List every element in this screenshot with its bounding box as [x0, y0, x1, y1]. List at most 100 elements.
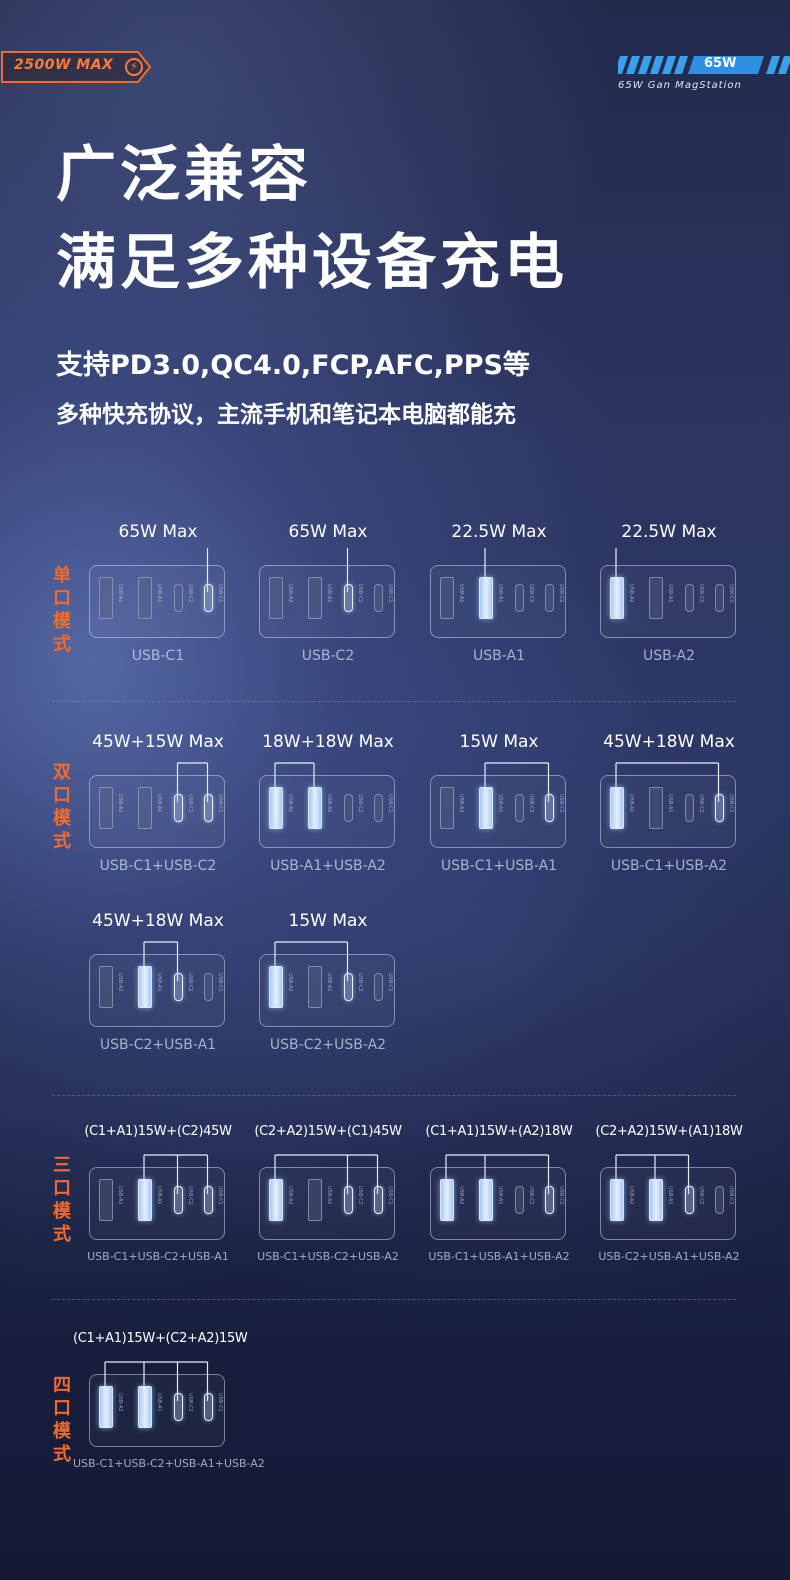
usb-c-port-c1: [715, 1186, 724, 1214]
usb-c-port-c1: [374, 973, 383, 1001]
usb-c-port-c1: [715, 584, 724, 612]
usb-a-port-a2: [610, 787, 624, 829]
port-label: USB-C1: [217, 584, 223, 603]
mode-label-quad: 四口模式: [53, 1375, 71, 1465]
usb-c-port-c1: [374, 1186, 383, 1214]
port-label: USB-A2: [117, 584, 123, 603]
port-label: USB-A2: [117, 1186, 123, 1205]
usb-c-port-c1: [204, 794, 213, 822]
port-label: USB-C2: [698, 584, 704, 603]
usb-a-port-a2: [440, 1179, 454, 1221]
usb-c-port-c2: [344, 794, 353, 822]
headline-line-1: 广泛兼容: [56, 140, 312, 210]
port-label: USB-C1: [558, 584, 564, 603]
port-mode-card: 65W Max USB-A2 USB-A1 USB-C2 USB-C1 USB-C2: [243, 522, 413, 682]
usb-c-port-c1: [545, 794, 554, 822]
usb-a-port-a1: [649, 787, 663, 829]
port-label: USB-C1: [217, 973, 223, 992]
section-divider: [52, 1095, 736, 1096]
usb-a-port-a2: [99, 577, 113, 619]
usb-c-port-c1: [374, 794, 383, 822]
port-label: USB-C2: [698, 794, 704, 813]
usb-c-port-c1: [204, 1186, 213, 1214]
port-label: USB-C1: [387, 973, 393, 992]
port-label: USB-A2: [117, 973, 123, 992]
port-label: USB-C1: [728, 794, 734, 813]
charger-face: USB-A2 USB-A1 USB-C2 USB-C1: [430, 775, 566, 848]
usb-c-port-c2: [174, 1186, 183, 1214]
mode-label-single: 单口模式: [53, 565, 71, 655]
port-label: USB-C1: [558, 1186, 564, 1205]
max-power-label: 45W+18W Max: [603, 732, 735, 752]
max-power-label: 45W+15W Max: [92, 732, 224, 752]
port-label: USB-A1: [156, 1186, 162, 1205]
port-label: USB-A1: [667, 1186, 673, 1205]
port-label: USB-A1: [326, 584, 332, 603]
port-label: USB-C1: [728, 1186, 734, 1205]
usb-c-port-c2: [344, 973, 353, 1001]
charger-face: USB-A2 USB-A1 USB-C2 USB-C1: [600, 565, 736, 638]
usb-a-port-a1: [479, 787, 493, 829]
port-mode-card: 22.5W Max USB-A2 USB-A1 USB-C2 USB-C1 USB-A2: [584, 522, 754, 682]
port-combination-caption: USB-C2+USB-A1+USB-A2: [598, 1250, 740, 1263]
port-label: USB-A2: [287, 584, 293, 603]
port-label: USB-A1: [497, 1186, 503, 1205]
port-mode-card: 45W+18W Max USB-A2 USB-A1 USB-C2 USB-C1 USB-C…: [73, 911, 243, 1071]
port-label: USB-C2: [187, 1186, 193, 1205]
port-combination-caption: USB-C2: [301, 648, 355, 664]
port-label: USB-C1: [217, 1186, 223, 1205]
port-label: USB-C2: [528, 1186, 534, 1205]
port-label: USB-C2: [187, 973, 193, 992]
usb-c-port-c1: [374, 584, 383, 612]
port-label: USB-A2: [458, 1186, 464, 1205]
port-combination-caption: USB-C1: [131, 648, 185, 664]
max-power-label: 15W Max: [459, 732, 539, 752]
port-label: USB-A2: [287, 794, 293, 813]
usb-c-port-c2: [344, 584, 353, 612]
max-power-label: 15W Max: [288, 911, 368, 931]
usb-a-port-a1: [308, 577, 322, 619]
charger-face: USB-A2 USB-A1 USB-C2 USB-C1: [259, 954, 395, 1027]
subheadline-line-1: 支持PD3.0,QC4.0,FCP,AFC,PPS等: [56, 350, 530, 381]
usb-a-port-a1: [479, 1179, 493, 1221]
port-mode-card: 45W+18W Max USB-A2 USB-A1 USB-C2 USB-C1 USB-C…: [584, 732, 754, 892]
usb-c-port-c1: [204, 1393, 213, 1421]
max-power-label: 22.5W Max: [451, 522, 547, 542]
port-combination-caption: USB-C1+USB-C2+USB-A2: [257, 1250, 399, 1263]
power-badge-frame: [1, 51, 152, 83]
max-power-label: (C1+A1)15W+(A2)18W: [425, 1124, 573, 1139]
port-mode-card: 22.5W Max USB-A2 USB-A1 USB-C2 USB-C1 USB-A1: [414, 522, 584, 682]
port-label: USB-C1: [217, 1393, 223, 1412]
port-label: USB-C2: [698, 1186, 704, 1205]
usb-a-port-a2: [269, 966, 283, 1008]
power-badge-text: 2500W MAX: [14, 57, 114, 73]
port-label: USB-C2: [187, 584, 193, 603]
charger-face: USB-A2 USB-A1 USB-C2 USB-C1: [89, 775, 225, 848]
port-mode-card: (C1+A1)15W+(C2+A2)15W USB-A2 USB-A1 USB-C2 U…: [73, 1331, 265, 1491]
charger-face: USB-A2 USB-A1 USB-C2 USB-C1: [259, 1167, 395, 1240]
port-combination-caption: USB-C1+USB-A2: [610, 858, 728, 874]
usb-a-port-a1: [308, 787, 322, 829]
port-combination-caption: USB-C1+USB-A1: [440, 858, 558, 874]
port-combination-caption: USB-A1: [473, 648, 525, 664]
subheadline-line-2: 多种快充协议，主流手机和笔记本电脑都能充: [56, 402, 516, 428]
charger-face: USB-A2 USB-A1 USB-C2 USB-C1: [89, 1374, 225, 1447]
port-label: USB-A2: [458, 584, 464, 603]
port-label: USB-C2: [528, 794, 534, 813]
port-label: USB-A1: [156, 1393, 162, 1412]
port-combination-caption: USB-C1+USB-C2+USB-A1: [87, 1250, 229, 1263]
port-mode-card: 15W Max USB-A2 USB-A1 USB-C2 USB-C1 USB-C2+US…: [243, 911, 413, 1071]
usb-c-port-c1: [545, 584, 554, 612]
max-power-label: (C2+A2)15W+(A1)18W: [595, 1124, 743, 1139]
port-mode-card: 45W+15W Max USB-A2 USB-A1 USB-C2 USB-C1 USB-C…: [73, 732, 243, 892]
port-mode-card: (C2+A2)15W+(C1)45W USB-A2 USB-A1 USB-C2 USB-…: [243, 1124, 413, 1284]
product-badge-subtitle: 65W Gan MagStation: [618, 80, 742, 91]
usb-a-port-a2: [269, 577, 283, 619]
charger-face: USB-A2 USB-A1 USB-C2 USB-C1: [600, 1167, 736, 1240]
usb-c-port-c1: [715, 794, 724, 822]
port-label: USB-A2: [628, 1186, 634, 1205]
port-label: USB-C1: [728, 584, 734, 603]
usb-a-port-a1: [649, 1179, 663, 1221]
usb-a-port-a1: [138, 966, 152, 1008]
headline-line-2: 满足多种设备充电: [56, 228, 568, 298]
